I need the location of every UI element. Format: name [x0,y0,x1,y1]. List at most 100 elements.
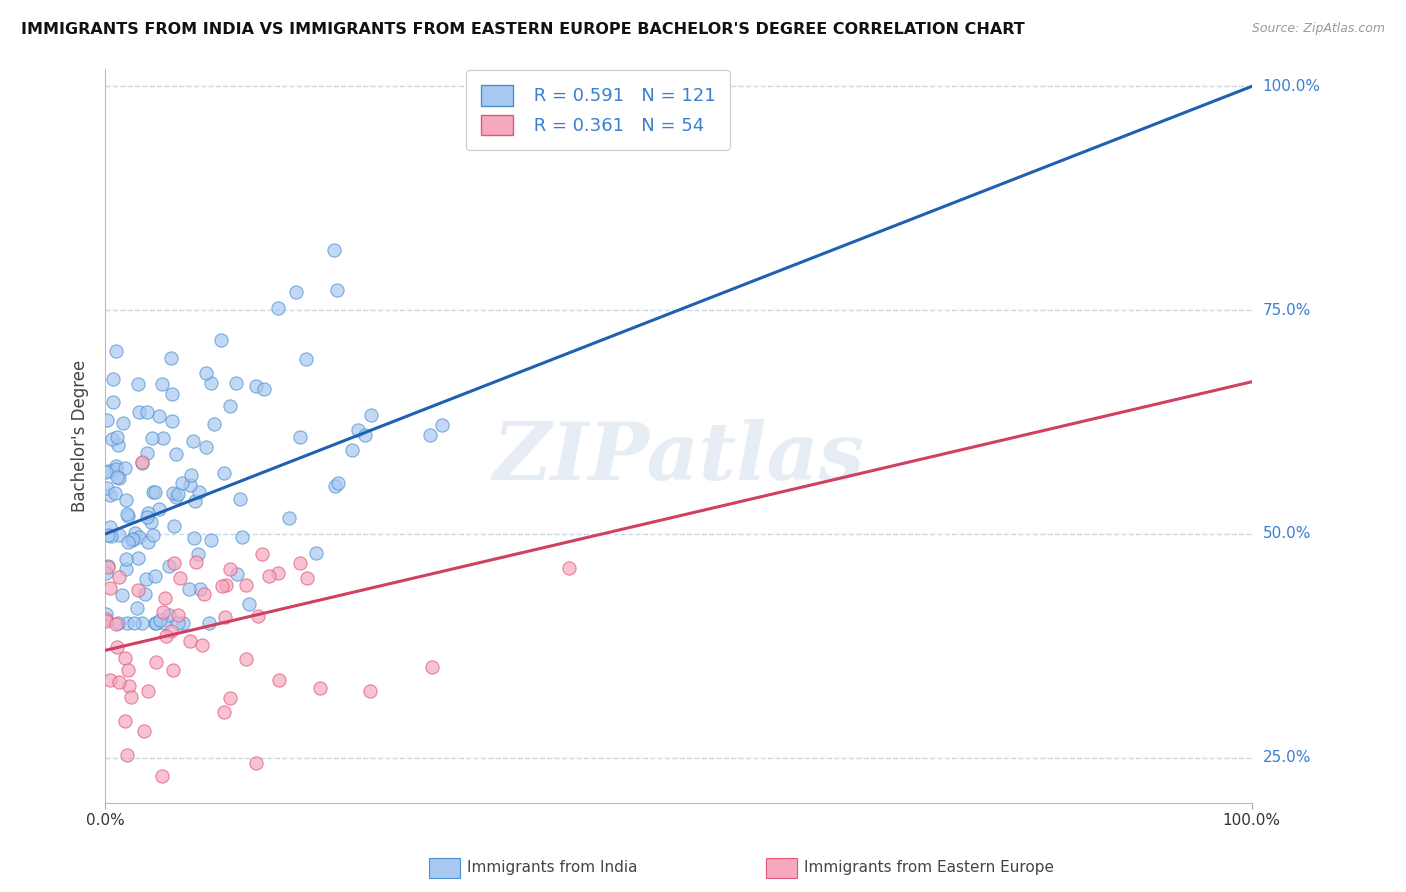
Point [214,705,236,719]
Point [229,491,252,506]
Point [198,616,221,631]
Point [253,382,276,396]
Point [122,616,145,631]
Point [430,418,453,433]
Point [288,430,311,444]
Point [96,612,118,626]
Point [115,616,138,631]
Point [97,559,120,574]
Point [246,609,269,624]
Point [181,434,204,448]
Point [419,427,441,442]
Point [179,634,201,648]
Point [148,409,170,423]
Point [326,475,349,490]
Point [117,508,139,523]
Point [162,485,184,500]
Point [132,724,155,739]
Point [200,533,222,548]
Point [145,616,167,631]
Point [117,534,139,549]
Point [131,456,153,470]
Point [193,587,215,601]
Point [136,535,159,549]
Point [231,530,253,544]
Point [96,413,118,427]
Point [172,476,194,491]
Point [143,616,166,631]
Point [101,394,124,409]
Point [165,447,187,461]
Text: IMMIGRANTS FROM INDIA VS IMMIGRANTS FROM EASTERN EUROPE BACHELOR'S DEGREE CORREL: IMMIGRANTS FROM INDIA VS IMMIGRANTS FROM… [21,22,1025,37]
Point [209,334,232,348]
Point [143,484,166,499]
Point [135,510,157,524]
Point [115,748,138,763]
Point [162,557,184,571]
Point [353,427,375,442]
Point [323,243,346,257]
Point [162,663,184,677]
Point [219,561,242,575]
Point [160,414,183,428]
Point [211,579,233,593]
Point [127,582,149,597]
Point [104,486,127,500]
Point [122,532,145,546]
Point [179,478,201,492]
Point [107,438,129,452]
Point [136,683,159,698]
Text: 100.0%: 100.0% [1263,78,1320,94]
Point [153,616,176,631]
Point [187,484,209,499]
Point [295,352,318,367]
Point [160,387,183,401]
Point [558,561,581,575]
Point [112,417,135,431]
Point [114,650,136,665]
Point [308,681,330,695]
Point [145,655,167,669]
Point [96,481,118,495]
Point [153,591,176,605]
Point [127,377,149,392]
Point [250,547,273,561]
Point [325,283,347,297]
Point [96,614,118,628]
Point [108,470,131,484]
Point [190,638,212,652]
Point [150,769,173,783]
Point [136,507,159,521]
Point [96,607,118,621]
Point [188,582,211,596]
Point [257,569,280,583]
Point [139,515,162,529]
Point [160,624,183,638]
Point [114,461,136,475]
Point [290,556,312,570]
Text: ZIPatlas: ZIPatlas [492,418,865,496]
Point [152,605,174,619]
Point [166,616,188,631]
Point [163,519,186,533]
Point [118,679,141,693]
Point [142,484,165,499]
Point [108,675,131,690]
Point [114,562,136,576]
Point [127,551,149,566]
Point [131,455,153,469]
Point [183,494,205,508]
Point [101,432,124,446]
Point [346,423,368,437]
Point [219,400,242,414]
Point [96,566,118,580]
Point [159,351,181,366]
Text: 25.0%: 25.0% [1263,750,1310,765]
Point [183,531,205,545]
Point [98,520,121,534]
Point [187,547,209,561]
Point [219,691,242,706]
Point [98,673,121,687]
Point [104,617,127,632]
Point [104,344,127,359]
